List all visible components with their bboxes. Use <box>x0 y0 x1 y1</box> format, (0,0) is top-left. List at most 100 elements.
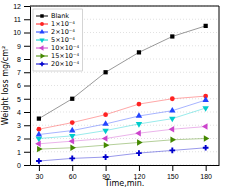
series-line <box>39 148 206 161</box>
grid-line <box>30 98 219 99</box>
plot: 3060901201501800123456789101112Blank1×10… <box>13 3 219 180</box>
series-line <box>39 100 206 134</box>
y-tick-label: 5 <box>17 95 21 102</box>
series-marker <box>169 126 175 132</box>
series-marker <box>103 70 107 74</box>
y-tick: 1 <box>17 148 30 155</box>
series-line <box>39 127 206 144</box>
y-tick-label: 6 <box>17 82 21 89</box>
series-line <box>39 139 206 150</box>
y-tick: 0 <box>17 162 30 169</box>
legend-frame <box>33 9 82 71</box>
series-line <box>39 108 206 138</box>
grid-line <box>30 85 219 86</box>
series-marker <box>102 135 108 141</box>
y-tick-label: 4 <box>17 109 21 116</box>
grid-line <box>30 151 219 152</box>
y-tick-mark <box>24 152 30 153</box>
y-tick-label: 7 <box>17 69 21 76</box>
series-marker <box>69 127 75 133</box>
y-tick-mark <box>24 33 30 34</box>
y-tick: 6 <box>17 82 30 89</box>
legend-symbol <box>40 62 45 67</box>
x-tick-label: 150 <box>167 173 179 180</box>
y-tick: 8 <box>17 56 30 63</box>
y-tick: 10 <box>13 29 30 36</box>
x-tick-mark <box>39 165 40 171</box>
series-marker <box>170 137 176 143</box>
series-line <box>39 26 206 119</box>
series-marker <box>202 96 208 102</box>
grid-line <box>30 165 219 166</box>
series-marker <box>202 106 208 112</box>
y-tick-label: 3 <box>17 122 21 129</box>
x-tick-label: 60 <box>69 173 77 180</box>
legend-label: 20×10⁻⁴ <box>51 60 79 68</box>
y-tick-mark <box>24 125 30 126</box>
y-axis-line <box>30 7 31 166</box>
series-marker <box>170 34 174 38</box>
frame-top <box>30 6 219 7</box>
y-axis: 0123456789101112 <box>13 3 30 169</box>
legend-item: 1×10⁻⁴ <box>36 20 75 28</box>
series-marker <box>35 141 41 147</box>
legend-item: 5×10⁻⁴ <box>36 36 75 44</box>
y-tick-label: 9 <box>17 42 21 49</box>
series-marker <box>69 156 75 162</box>
y-tick: 4 <box>17 109 30 116</box>
y-tick-mark <box>24 19 30 20</box>
y-tick: 12 <box>13 3 30 10</box>
legend-symbol <box>39 29 44 34</box>
y-tick: 3 <box>17 122 30 129</box>
series-marker <box>104 142 110 148</box>
y-tick-label: 2 <box>17 135 21 142</box>
y-tick-label: 11 <box>14 16 21 23</box>
series-marker <box>69 138 75 144</box>
legend-symbol <box>40 53 45 58</box>
series-marker <box>37 146 43 152</box>
series-marker <box>204 135 210 141</box>
y-tick: 5 <box>17 95 30 102</box>
x-tick-mark <box>106 165 107 171</box>
series-marker <box>36 131 42 137</box>
y-tick-mark <box>24 72 30 73</box>
legend-item: Blank <box>36 12 69 20</box>
legend-item: 10×10⁻⁴ <box>36 44 79 52</box>
y-tick-mark <box>24 59 30 60</box>
grid-line <box>30 72 219 73</box>
y-tick-label: 0 <box>17 162 21 169</box>
y-tick: 7 <box>17 69 30 76</box>
series-marker <box>169 117 175 123</box>
frame-right <box>219 6 220 165</box>
series-marker <box>203 145 209 151</box>
legend-label: 15×10⁻⁴ <box>51 52 79 60</box>
legend-label: Blank <box>51 12 69 20</box>
series-marker <box>70 97 74 101</box>
y-tick: 11 <box>14 16 30 23</box>
series-marker <box>36 158 42 164</box>
grid-line <box>30 6 219 7</box>
x-tick-mark <box>139 165 140 171</box>
grid <box>30 6 219 165</box>
series-marker <box>137 50 141 54</box>
series-marker <box>202 123 208 129</box>
y-tick: 2 <box>17 135 30 142</box>
series-marker <box>37 117 41 121</box>
x-tick: 120 <box>134 165 146 180</box>
x-tick: 30 <box>35 165 43 180</box>
series-marker <box>70 120 75 125</box>
x-tick-mark <box>172 165 173 171</box>
x-tick: 60 <box>69 165 77 180</box>
y-tick: 9 <box>17 42 30 49</box>
legend-symbol <box>39 45 44 50</box>
legend-item: 2×10⁻⁴ <box>36 28 75 36</box>
legend-label: 10×10⁻⁴ <box>51 44 79 52</box>
series-marker <box>170 96 175 101</box>
y-tick-label: 12 <box>13 3 21 10</box>
legend: Blank1×10⁻⁴2×10⁻⁴5×10⁻⁴10×10⁻⁴15×10⁻⁴20×… <box>33 9 82 71</box>
y-tick-label: 1 <box>17 148 21 155</box>
series-marker <box>103 154 109 160</box>
series-marker <box>169 107 175 113</box>
x-tick-label: 180 <box>200 173 212 180</box>
series-marker <box>102 129 108 135</box>
